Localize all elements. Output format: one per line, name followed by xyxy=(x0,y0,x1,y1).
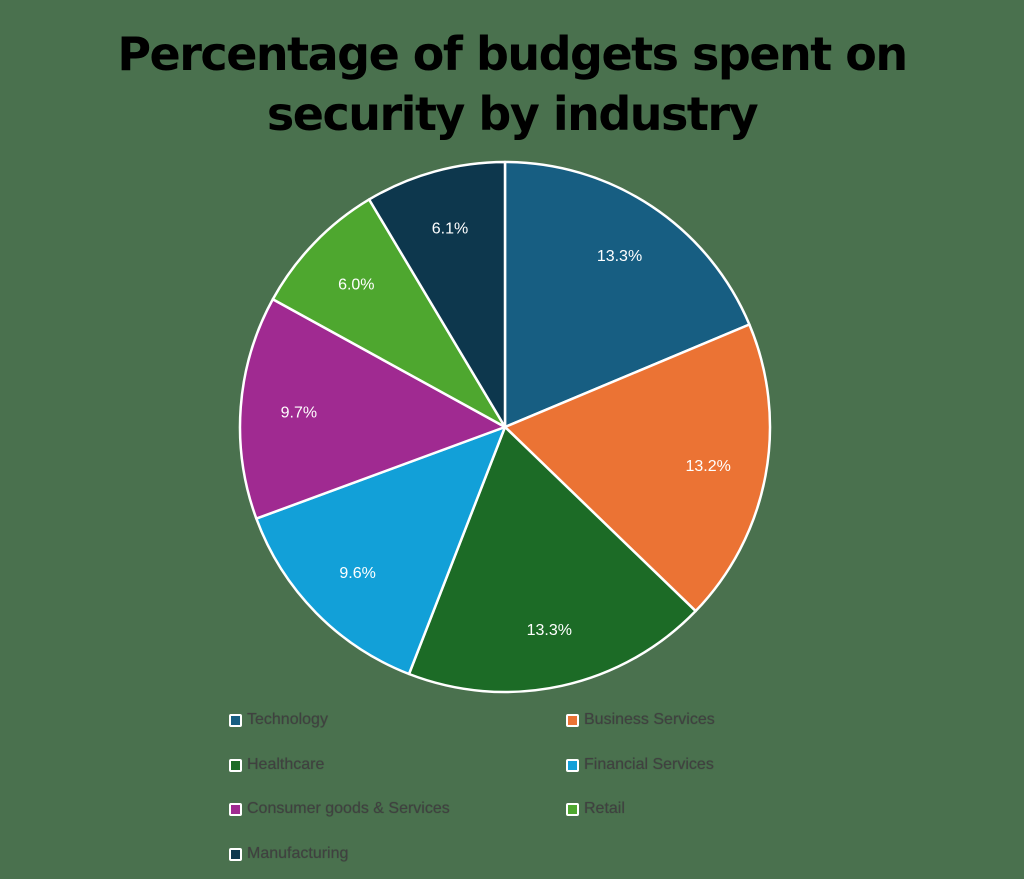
legend-item-technology[interactable]: Technology xyxy=(229,708,328,732)
slice-value-label: 13.3% xyxy=(527,622,572,639)
slice-value-label: 13.3% xyxy=(597,248,642,265)
legend-swatch-icon xyxy=(229,802,242,816)
slice-value-label: 9.6% xyxy=(339,565,375,582)
pie-value-labels: 13.3% 13.2% 13.3% 9.6% 9.7% 6.0% 6.1% xyxy=(281,221,731,639)
legend-item-healthcare[interactable]: Healthcare xyxy=(229,753,324,777)
legend-label: Technology xyxy=(247,711,328,728)
legend-swatch-icon xyxy=(566,713,579,727)
legend-label: Manufacturing xyxy=(247,845,349,862)
legend-label: Business Services xyxy=(584,711,715,728)
legend-item-manufacturing[interactable]: Manufacturing xyxy=(229,842,348,866)
pie-slice-manufacturing xyxy=(367,160,507,429)
chart-legend: Technology Business Services Healthcare … xyxy=(229,708,789,878)
pie-slice-financial-services xyxy=(255,425,507,676)
legend-item-financial-services[interactable]: Financial Services xyxy=(566,753,714,777)
legend-swatch-icon xyxy=(229,758,242,772)
legend-label: Healthcare xyxy=(247,756,325,773)
legend-swatch-icon xyxy=(229,847,242,861)
legend-item-business-services[interactable]: Business Services xyxy=(566,708,715,732)
pie-slice-healthcare xyxy=(407,425,697,694)
slice-value-label: 6.1% xyxy=(432,221,468,238)
chart-title-line-1: Percentage of budgets spent on xyxy=(117,27,908,81)
chart-title: Percentage of budgets spent on security … xyxy=(0,24,1024,144)
legend-swatch-icon xyxy=(566,758,579,772)
slice-value-label: 6.0% xyxy=(338,276,374,293)
pie-slice-technology xyxy=(503,160,751,429)
legend-label: Financial Services xyxy=(584,756,714,773)
slice-value-label: 9.7% xyxy=(281,405,317,422)
pie-slice-retail xyxy=(271,198,507,429)
slice-value-label: 13.2% xyxy=(686,458,731,475)
chart-title-line-2: security by industry xyxy=(266,87,759,141)
legend-swatch-icon xyxy=(566,802,579,816)
pie-slice-consumer-goods-services xyxy=(238,298,507,520)
pie-slices xyxy=(238,160,772,694)
legend-swatch-icon xyxy=(229,713,242,727)
legend-item-consumer-goods-services[interactable]: Consumer goods & Services xyxy=(229,797,450,821)
legend-label: Retail xyxy=(584,800,625,817)
pie-slice-business-services xyxy=(503,323,772,613)
legend-label: Consumer goods & Services xyxy=(247,800,450,817)
legend-item-retail[interactable]: Retail xyxy=(566,797,625,821)
